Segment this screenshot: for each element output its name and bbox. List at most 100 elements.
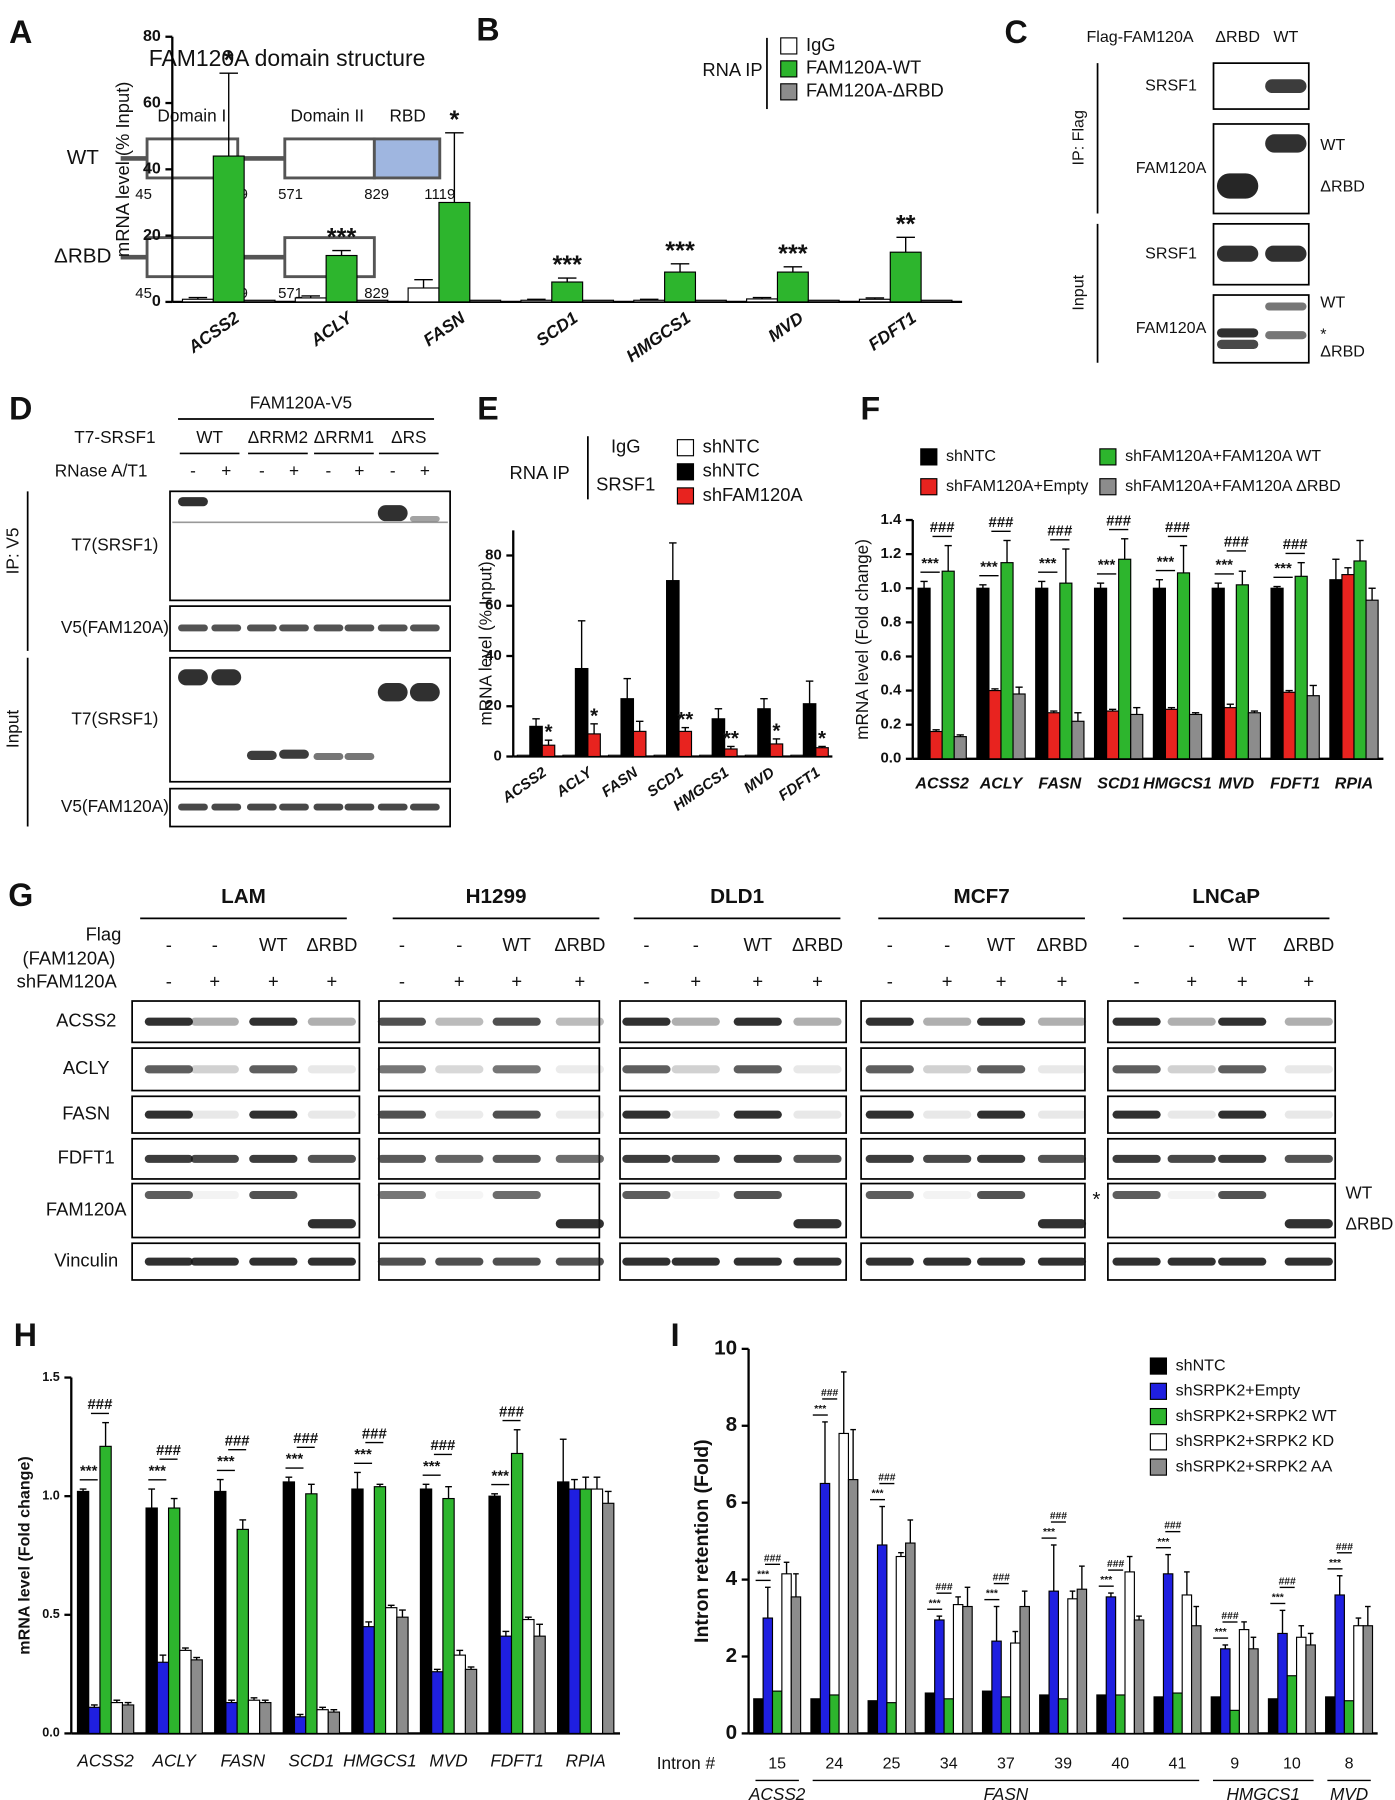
significance-label: ***	[80, 1463, 98, 1480]
significance-label: ***	[665, 237, 695, 265]
blot-band	[144, 1065, 193, 1074]
blot-band	[249, 1257, 298, 1266]
significance-label: ###	[1164, 1521, 1181, 1532]
blot-band	[377, 1110, 427, 1119]
blot-band	[977, 1191, 1026, 1200]
y-tick-label: 20	[143, 226, 161, 244]
blot-band	[793, 1154, 842, 1163]
section-label: Input	[2, 710, 22, 748]
bar	[653, 754, 668, 758]
lane-sign: +	[289, 460, 299, 480]
blot-band	[279, 624, 309, 632]
bar	[1153, 1696, 1165, 1734]
cell-line-label: H1299	[466, 885, 527, 908]
y-tick-label: 40	[485, 647, 502, 664]
lane-label: -	[944, 934, 950, 955]
x-tick-label: ACSS2	[914, 774, 969, 792]
cell-line-label: DLD1	[710, 885, 764, 908]
legend-label: FAM120A-ΔRBD	[806, 80, 944, 101]
x-tick-label: 40	[1111, 1755, 1129, 1773]
bar	[602, 1502, 615, 1734]
blot-band	[923, 1191, 972, 1200]
lane-label: WT	[1273, 28, 1298, 46]
significance-label: ###	[989, 514, 1015, 531]
blot-band	[923, 1257, 972, 1266]
legend-swatch	[920, 478, 938, 496]
bar	[886, 1702, 897, 1734]
significance-label: **	[723, 727, 740, 750]
significance-label: ###	[1047, 523, 1073, 540]
blot-band	[671, 1154, 720, 1163]
blot-band	[377, 683, 408, 702]
blot-band	[211, 669, 242, 686]
bar	[1286, 1675, 1298, 1734]
blot-band	[409, 516, 440, 522]
significance-label: ***	[1274, 560, 1292, 577]
bar	[145, 1507, 158, 1734]
legend-swatch	[780, 83, 798, 101]
bar	[1012, 693, 1026, 760]
blot-band	[279, 803, 309, 811]
bar	[1229, 1709, 1240, 1734]
blot-band	[1218, 1154, 1267, 1163]
blot-band	[492, 1154, 541, 1163]
legend-title: RNA IP	[702, 59, 762, 80]
blot-band	[555, 1257, 604, 1266]
significance-label: ###	[156, 1442, 182, 1459]
bar	[488, 1495, 501, 1734]
significance-label: ***	[423, 1458, 441, 1475]
y-tick-label: 8	[726, 1413, 738, 1436]
x-tick-label: SCD1	[1097, 774, 1140, 792]
lane-label: -	[1134, 970, 1140, 991]
legend-group: SRSF1	[596, 473, 655, 494]
bar	[1124, 1571, 1135, 1734]
blot-band	[492, 1017, 541, 1026]
band-label: WT	[1320, 136, 1345, 154]
y-tick-label: 0.4	[881, 682, 902, 699]
x-tick-label: ACSS2	[184, 307, 244, 357]
blot-band	[555, 1154, 604, 1163]
x-tick-label: FDFT1	[490, 1751, 544, 1771]
bar	[905, 1542, 916, 1734]
y-tick-label: 60	[143, 93, 161, 111]
bar	[753, 1698, 764, 1734]
x-tick-label: 41	[1169, 1755, 1187, 1773]
lane-label: +	[690, 970, 701, 991]
blot-band	[1284, 1257, 1333, 1266]
x-tick-label: HMGCS1	[622, 307, 694, 366]
lane-label: -	[1189, 934, 1195, 955]
condition-label: T7-SRSF1	[74, 427, 155, 447]
blot-band	[977, 1065, 1026, 1074]
lane-label: WT	[259, 934, 288, 955]
bar	[819, 1482, 831, 1734]
y-axis-label: Intron retention (Fold)	[691, 1439, 713, 1643]
bar	[294, 297, 327, 303]
bar	[952, 1604, 964, 1734]
blot-band	[977, 1110, 1026, 1119]
bar	[1235, 584, 1249, 760]
legend-label: shNTC	[946, 447, 996, 465]
residue-number: 45	[135, 186, 152, 203]
blot-band	[622, 1191, 671, 1200]
bar	[1133, 1619, 1145, 1734]
blot-band	[1265, 302, 1307, 311]
bar	[1067, 1598, 1078, 1734]
blot-band	[977, 1154, 1026, 1163]
bar	[895, 1555, 907, 1734]
bar	[1048, 1590, 1060, 1734]
legend-label: shFAM120A+FAM120A ΔRBD	[1125, 477, 1341, 495]
blot-band	[190, 1154, 239, 1163]
x-tick-label: HMGCS1	[343, 1751, 417, 1771]
blot-band	[1216, 173, 1259, 199]
blot-band	[313, 803, 344, 811]
blot-header: FAM120A-V5	[250, 393, 352, 413]
legend-swatch	[920, 448, 938, 466]
bar	[243, 299, 276, 303]
lane-label: WT	[502, 934, 531, 955]
significance-label: ***	[1043, 1527, 1056, 1538]
blot-band	[190, 1110, 239, 1119]
bar	[316, 1709, 329, 1734]
blot-band	[344, 803, 375, 811]
y-tick-label: 1.2	[881, 545, 902, 562]
